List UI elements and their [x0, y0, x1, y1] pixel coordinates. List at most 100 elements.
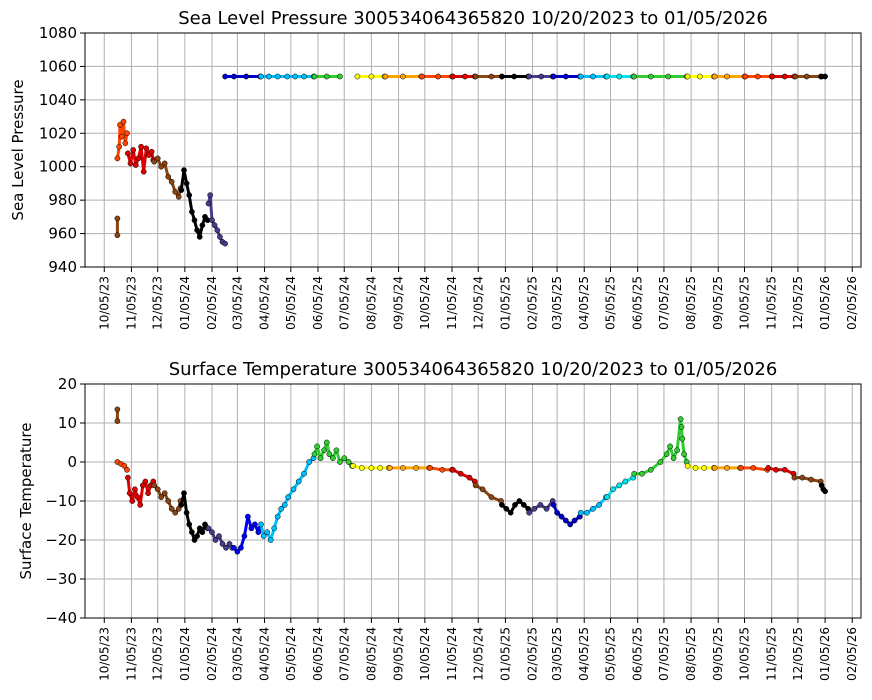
data-point — [450, 73, 456, 80]
data-point — [238, 544, 244, 551]
y-tick-label: 980 — [48, 191, 77, 209]
data-point — [550, 73, 557, 80]
data-point — [639, 470, 645, 477]
axis-ticks: 10/05/23 11/05/23 12/05/23 01/05/24 02/05/24… — [39, 24, 859, 330]
data-point — [281, 502, 288, 508]
data-point — [822, 488, 828, 495]
data-point — [808, 476, 814, 483]
data-point — [435, 73, 441, 80]
x-tick-label: 03/05/24 — [230, 627, 244, 681]
data-point — [260, 533, 267, 539]
data-point — [631, 73, 638, 80]
x-tick-label: 12/05/23 — [151, 276, 165, 330]
data-point — [622, 478, 629, 485]
series-trace — [686, 464, 716, 470]
data-point — [214, 227, 221, 234]
data-point — [154, 486, 161, 493]
data-point — [667, 443, 673, 450]
data-point — [512, 502, 518, 508]
data-point — [267, 537, 274, 543]
data-point — [205, 200, 212, 207]
data-point — [584, 509, 590, 516]
data-point — [145, 490, 151, 497]
data-point — [604, 73, 610, 80]
x-tick-label: 11/05/24 — [445, 276, 459, 330]
data-point — [189, 529, 195, 536]
x-tick-label: 10/05/23 — [97, 276, 111, 330]
data-point — [172, 188, 179, 195]
data-point — [266, 73, 272, 80]
data-point — [132, 486, 138, 493]
data-point — [337, 459, 343, 465]
data-point — [577, 509, 584, 516]
data-point — [323, 73, 330, 80]
x-tick-label: 06/05/25 — [631, 627, 645, 681]
data-point — [350, 463, 356, 469]
data-point — [377, 465, 384, 471]
data-point — [183, 180, 190, 187]
data-point — [562, 517, 569, 524]
data-point — [165, 498, 172, 504]
x-tick-label: 10/05/24 — [418, 276, 432, 330]
data-point — [321, 447, 327, 454]
data-point — [181, 490, 187, 497]
x-tick-label: 12/05/23 — [151, 627, 165, 681]
y-tick-label: −30 — [45, 570, 77, 588]
x-tick-label: 01/05/24 — [178, 276, 192, 330]
data-point — [311, 73, 318, 80]
y-tick-label: 960 — [48, 225, 77, 243]
data-point — [657, 459, 664, 465]
data-point — [791, 474, 798, 481]
data-point — [168, 505, 175, 512]
data-point — [400, 465, 406, 471]
data-point — [520, 502, 527, 508]
data-point — [212, 537, 219, 543]
data-point — [189, 208, 195, 215]
data-point — [306, 459, 313, 465]
data-point — [181, 167, 187, 173]
data-point — [701, 465, 708, 471]
x-tick-label: 06/05/24 — [311, 627, 325, 681]
data-point — [196, 234, 203, 240]
data-point — [114, 232, 121, 239]
x-tick-label: 05/05/24 — [284, 627, 298, 681]
data-point — [202, 521, 208, 528]
x-tick-label: 04/05/24 — [258, 276, 272, 330]
data-point — [677, 416, 684, 422]
y-tick-label: 1040 — [39, 91, 77, 109]
data-point — [571, 517, 578, 524]
x-tick-label: 03/05/25 — [550, 276, 564, 330]
data-point — [590, 73, 596, 80]
data-point — [358, 465, 365, 471]
data-point — [311, 451, 318, 458]
data-point — [439, 466, 446, 473]
data-point — [241, 533, 248, 539]
data-point — [769, 73, 776, 80]
data-point — [120, 118, 127, 125]
data-point — [209, 217, 215, 224]
data-point — [142, 478, 149, 485]
data-point — [217, 234, 223, 240]
data-point — [243, 73, 250, 80]
data-point — [194, 533, 200, 539]
data-point — [419, 73, 426, 80]
data-point — [138, 143, 144, 150]
data-point — [231, 73, 237, 80]
x-tick-label: 11/05/25 — [765, 276, 779, 330]
data-point — [194, 227, 200, 234]
x-tick-label: 08/05/25 — [684, 276, 698, 330]
x-tick-label: 05/05/25 — [604, 276, 618, 330]
data-point — [178, 187, 185, 193]
data-point — [724, 73, 730, 80]
data-point — [511, 73, 518, 80]
data-point — [499, 502, 505, 508]
data-point — [295, 478, 302, 485]
x-tick-label: 11/05/25 — [765, 627, 779, 681]
data-point — [191, 217, 198, 224]
data-point — [292, 73, 299, 80]
x-tick-label: 12/05/25 — [791, 276, 805, 330]
data-point — [337, 73, 343, 80]
data-point — [345, 459, 352, 465]
data-point — [670, 455, 677, 461]
data-point — [663, 451, 670, 458]
